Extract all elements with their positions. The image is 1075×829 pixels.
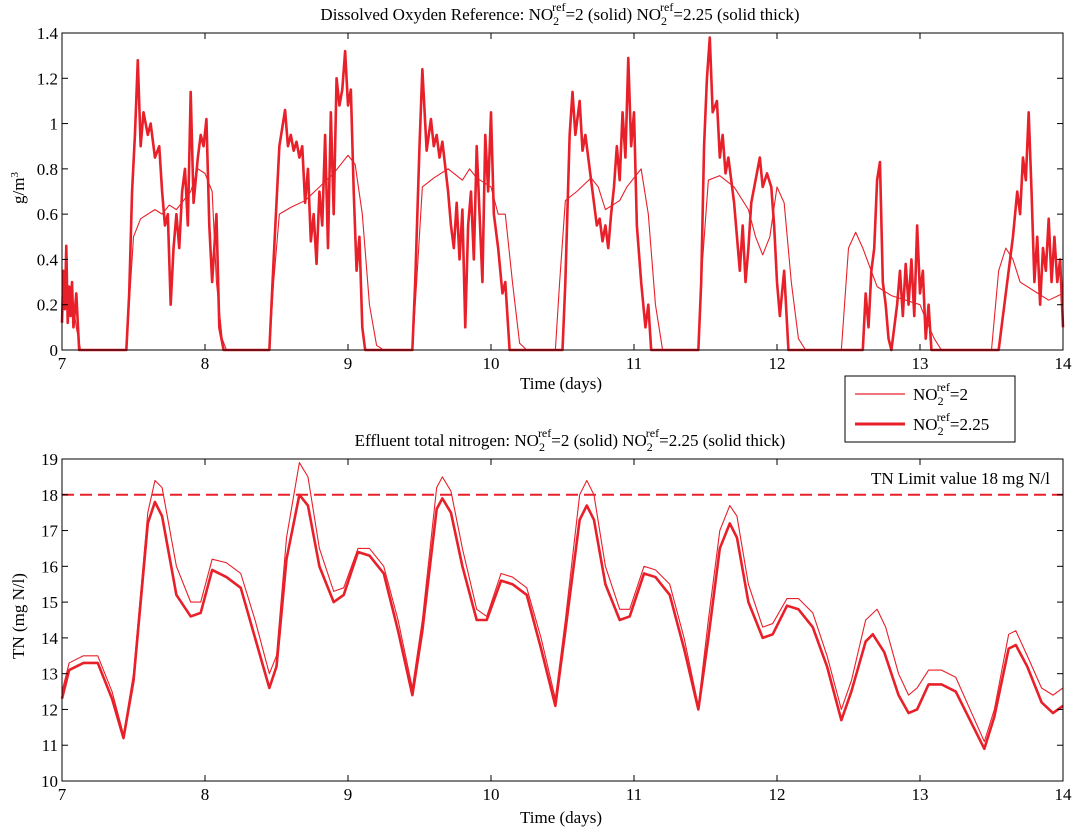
tn-ytick-label: 19: [41, 450, 58, 469]
do-series-thick: [60, 36, 1065, 352]
do-xtick-label: 12: [769, 354, 786, 373]
do-xtick-label: 9: [344, 354, 353, 373]
tn-xtick-label: 13: [912, 785, 929, 804]
tn-ytick-label: 16: [41, 557, 58, 576]
tn-ytick-label: 11: [42, 736, 58, 755]
tn-ylabel: TN (mg N/l): [9, 573, 28, 659]
do-ytick-label: 0.4: [37, 250, 59, 269]
tn-xlabel: Time (days): [520, 808, 602, 827]
do-ylabel: g/m3: [9, 172, 28, 204]
tn-limit-annotation: TN Limit value 18 mg N/l: [871, 469, 1050, 488]
tn-title: Effluent total nitrogen: NO2ref=2 (solid…: [355, 426, 786, 454]
tn-axes-frame: [61, 458, 1064, 782]
do-xtick-label: 13: [912, 354, 929, 373]
do-axes-frame: [61, 32, 1064, 351]
do-ytick-label: 1.2: [37, 69, 58, 88]
do-ytick-label: 0: [50, 341, 59, 360]
tn-series-thin: [61, 462, 1064, 743]
tn-xtick-label: 11: [626, 785, 642, 804]
do-xtick-label: 10: [483, 354, 500, 373]
legend-box: [844, 375, 1016, 443]
do-ytick-label: 1.4: [37, 24, 59, 43]
total-nitrogen-plot: Effluent total nitrogen: NO2ref=2 (solid…: [9, 426, 1072, 827]
tn-ytick-label: 18: [41, 486, 58, 505]
tn-ytick-label: 13: [41, 665, 58, 684]
tn-xtick-label: 12: [769, 785, 786, 804]
tn-ytick-label: 17: [41, 522, 59, 541]
tn-ytick-label: 14: [41, 629, 59, 648]
tn-xtick-label: 7: [58, 785, 67, 804]
do-title: Dissolved Oxyden Reference: NO2ref=2 (so…: [320, 0, 799, 28]
do-ytick-label: 0.2: [37, 296, 58, 315]
dissolved-oxygen-plot: Dissolved Oxyden Reference: NO2ref=2 (so…: [9, 0, 1072, 393]
do-xtick-label: 14: [1055, 354, 1073, 373]
do-ytick-label: 0.6: [37, 205, 58, 224]
tn-ytick-label: 15: [41, 593, 58, 612]
do-xtick-label: 8: [201, 354, 210, 373]
do-ytick-label: 0.8: [37, 160, 58, 179]
tn-xtick-label: 9: [344, 785, 353, 804]
legend-label-thin: NO2ref=2: [913, 380, 968, 408]
do-xlabel: Time (days): [520, 374, 602, 393]
legend-label-thick: NO2ref=2.25: [913, 410, 989, 438]
tn-series-thick: [60, 493, 1064, 751]
do-ytick-label: 1: [50, 115, 59, 134]
do-xtick-label: 7: [58, 354, 67, 373]
tn-ytick-label: 10: [41, 772, 58, 791]
tn-xtick-label: 14: [1055, 785, 1073, 804]
tn-xtick-label: 10: [483, 785, 500, 804]
do-xtick-label: 11: [626, 354, 642, 373]
legend: NO2ref=2 NO2ref=2.25: [844, 375, 1016, 443]
tn-ytick-label: 12: [41, 700, 58, 719]
tn-xtick-label: 8: [201, 785, 210, 804]
